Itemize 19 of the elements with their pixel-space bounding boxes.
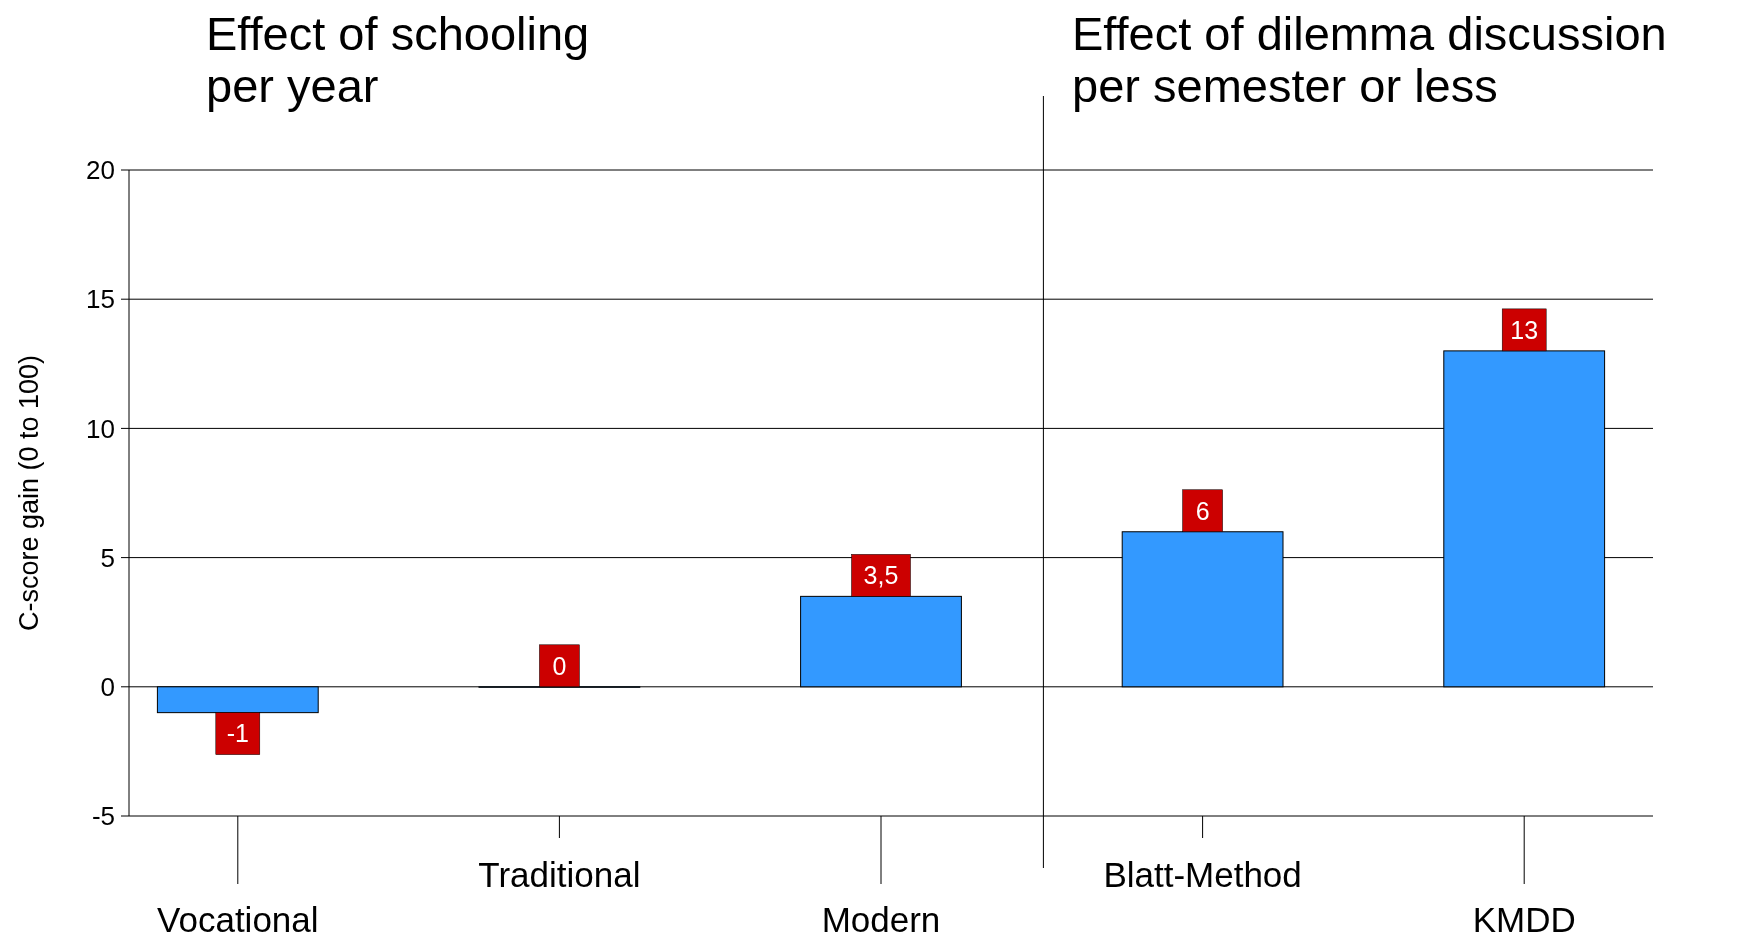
text: Effect of dilemma discussion per semester or less xyxy=(1072,7,1667,112)
data-label: 6 xyxy=(1195,496,1210,525)
y-tick-label: 10 xyxy=(86,413,115,444)
x-tick-label: Traditional xyxy=(478,855,641,895)
y-tick-label: 5 xyxy=(100,542,115,573)
y-tick-label: -5 xyxy=(91,801,115,832)
text: Effect of schooling per year xyxy=(206,7,590,112)
y-tick-label: 15 xyxy=(86,284,115,315)
data-label: -1 xyxy=(226,719,249,748)
x-tick-label: Modern xyxy=(821,900,941,936)
x-tick-label: KMDD xyxy=(1472,900,1576,936)
data-label: 13 xyxy=(1510,315,1539,344)
data-label: 3,5 xyxy=(863,561,899,590)
data-label: 0 xyxy=(552,651,567,680)
x-tick-label: Vocational xyxy=(157,900,319,936)
y-tick-label: 0 xyxy=(100,671,115,702)
y-axis-title: C-score gain (0 to 100) xyxy=(14,354,44,632)
y-tick-label: 20 xyxy=(86,155,115,186)
x-tick-label: Blatt-Method xyxy=(1103,855,1302,895)
